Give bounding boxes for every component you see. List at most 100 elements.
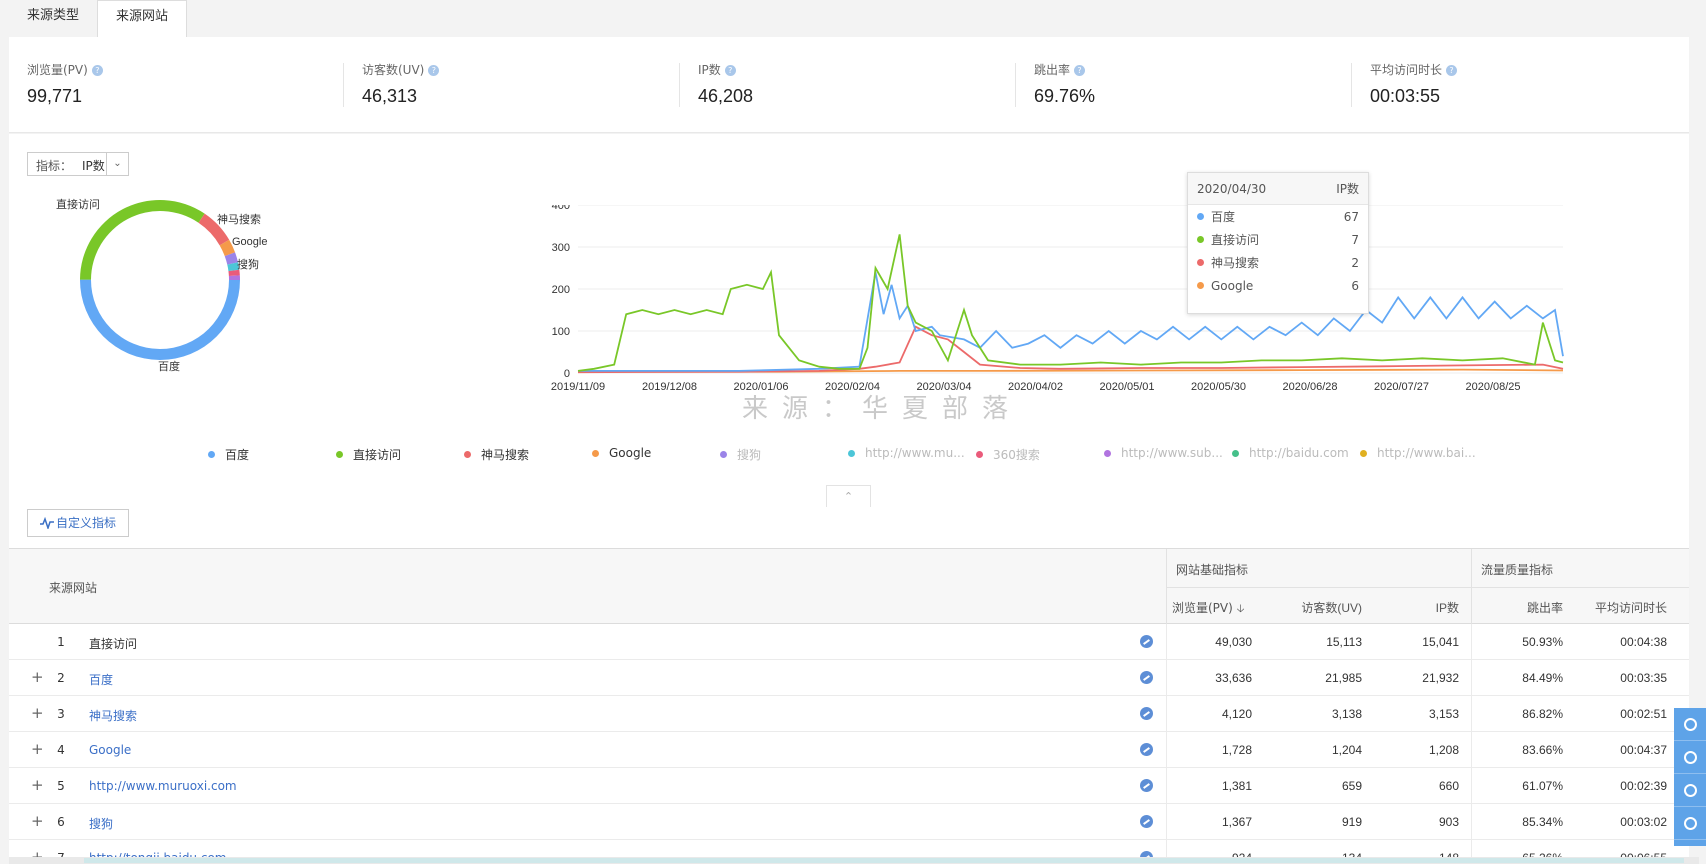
trend-icon[interactable] — [1140, 635, 1153, 648]
legend-item[interactable]: http://www.sub... — [1104, 446, 1223, 460]
row-index: 6 — [57, 815, 65, 829]
source-name[interactable]: 神马搜索 — [89, 709, 138, 723]
y-tick-label: 0 — [564, 368, 570, 380]
col-duration[interactable]: 平均访问时长 — [1594, 601, 1667, 615]
legend-item[interactable]: 搜狗 — [720, 446, 761, 463]
cell-uv: 21,985 — [1325, 671, 1362, 685]
pie-label: 神马搜索 — [217, 212, 261, 226]
legend-item[interactable]: http://www.mu... — [848, 446, 965, 460]
table-row[interactable]: +5 http://www.muruoxi.com 1,381 659 660 61.07… — [9, 768, 1689, 804]
divider — [1166, 696, 1167, 732]
source-name[interactable]: http://www.muruoxi.com — [89, 779, 237, 793]
cell-duration: 00:04:38 — [1620, 635, 1667, 649]
kpi-label: 跳出率 — [1034, 63, 1071, 77]
x-tick-label: 2020/06/28 — [1282, 381, 1337, 393]
expand-icon[interactable]: + — [31, 704, 44, 722]
table-row[interactable]: +4 Google 1,728 1,204 1,208 83.66% 00:04:37 — [9, 732, 1689, 768]
kpi-value: 99,771 — [27, 86, 83, 106]
row-index: 1 — [57, 635, 65, 649]
source-name[interactable]: 搜狗 — [89, 817, 114, 831]
pie-label: 百度 — [158, 359, 180, 373]
trend-icon[interactable] — [1140, 707, 1153, 720]
x-tick-label: 2020/04/02 — [1008, 381, 1063, 393]
cell-bounce: 61.07% — [1522, 779, 1563, 793]
divider — [1471, 804, 1472, 840]
horizontal-scrollbar[interactable] — [9, 857, 1699, 864]
cell-duration: 00:02:39 — [1620, 779, 1667, 793]
expand-icon[interactable]: + — [31, 776, 44, 794]
legend-item[interactable]: http://www.bai... — [1360, 446, 1476, 460]
legend-item[interactable]: 直接访问 — [336, 446, 401, 463]
cell-pv: 4,120 — [1221, 707, 1252, 721]
cell-ip: 903 — [1438, 815, 1459, 829]
kpi-value: 46,313 — [362, 86, 418, 106]
col-pv[interactable]: 浏览量(PV) 🡣 — [1172, 599, 1245, 619]
tab-source-type[interactable]: 来源类型 — [27, 8, 80, 23]
expand-icon[interactable]: + — [31, 812, 44, 830]
tab-source-site[interactable]: 来源网站 — [97, 0, 188, 37]
button-label: 自定义指标 — [56, 516, 117, 530]
cell-duration: 00:03:02 — [1620, 815, 1667, 829]
trend-icon[interactable] — [1140, 671, 1153, 684]
legend-item[interactable]: http://baidu.com — [1232, 446, 1349, 460]
kpi-uv: 访客数(UV)? 46,313 — [362, 61, 440, 111]
col-uv[interactable]: 访客数(UV) — [1301, 601, 1362, 615]
tooltip-row: 神马搜索 2 — [1188, 251, 1368, 274]
table-row[interactable]: +3 神马搜索 4,120 3,138 3,153 86.82% 00:02:51 — [9, 696, 1689, 732]
help-icon[interactable]: ? — [724, 65, 736, 76]
scrollbar-thumb[interactable] — [84, 858, 1684, 863]
legend-item[interactable]: 360搜索 — [976, 446, 1040, 463]
x-tick-label: 2020/03/04 — [916, 381, 971, 393]
trend-icon[interactable] — [1140, 779, 1153, 792]
pie-label: 搜狗 — [237, 257, 259, 271]
pie-slice[interactable] — [80, 200, 205, 280]
pie-slice[interactable] — [228, 269, 240, 277]
table-row[interactable]: +6 搜狗 1,367 919 903 85.34% 00:03:02 — [9, 804, 1689, 840]
series-line — [577, 325, 1564, 374]
cell-uv: 919 — [1341, 815, 1362, 829]
legend-label: http://www.sub... — [1121, 446, 1223, 460]
pie-slice[interactable] — [228, 275, 240, 280]
pie-slice[interactable] — [224, 252, 239, 265]
collapse-chart-button[interactable]: ⌃ — [826, 485, 871, 507]
trend-icon[interactable] — [1140, 743, 1153, 756]
tooltip-value: 6 — [1351, 278, 1359, 293]
metric-selector[interactable]: 指标： IP数 ⌄ — [27, 152, 129, 176]
help-icon[interactable]: ? — [428, 65, 440, 76]
x-tick-label: 2020/05/01 — [1099, 381, 1154, 393]
legend-item[interactable]: 神马搜索 — [464, 446, 529, 463]
expand-icon[interactable]: + — [31, 668, 44, 686]
feedback-icon[interactable] — [1674, 741, 1706, 774]
col-bounce[interactable]: 跳出率 — [1526, 601, 1563, 615]
col-ip[interactable]: IP数 — [1435, 601, 1459, 615]
cell-uv: 659 — [1341, 779, 1362, 793]
legend-dot — [1360, 449, 1367, 457]
trend-icon[interactable] — [1140, 815, 1153, 828]
cell-ip: 3,153 — [1428, 707, 1459, 721]
legend-item[interactable]: 百度 — [208, 446, 249, 463]
pie-slice[interactable] — [198, 213, 230, 246]
source-name[interactable]: Google — [89, 743, 132, 757]
cell-pv: 33,636 — [1215, 671, 1252, 685]
help-icon[interactable]: ? — [91, 65, 103, 76]
help-icon[interactable]: ? — [1074, 65, 1086, 76]
chevron-down-icon[interactable]: ⌄ — [106, 153, 128, 175]
pie-slice[interactable] — [79, 279, 240, 361]
help-icon[interactable]: ? — [1446, 65, 1458, 76]
help-icon[interactable] — [1674, 708, 1706, 741]
table-row[interactable]: +2 百度 33,636 21,985 21,932 84.49% 00:03:35 — [9, 660, 1689, 696]
cell-duration: 00:04:37 — [1620, 743, 1667, 757]
legend-item[interactable]: Google — [592, 446, 651, 460]
pie-slice[interactable] — [219, 239, 236, 257]
pie-slice[interactable] — [227, 262, 240, 272]
divider — [1471, 696, 1472, 732]
wechat-icon[interactable] — [1674, 774, 1706, 807]
table-row[interactable]: 1 直接访问 49,030 15,113 15,041 50.93% 00:04:38 — [9, 624, 1689, 660]
row-index: 5 — [57, 779, 65, 793]
custom-metrics-button[interactable]: 自定义指标 — [27, 509, 129, 537]
legend-label: 直接访问 — [353, 448, 402, 462]
expand-icon[interactable]: + — [31, 740, 44, 758]
source-name[interactable]: 百度 — [89, 673, 114, 687]
kpi-ip: IP数? 46,208 — [698, 61, 753, 111]
back-to-top-icon[interactable] — [1674, 807, 1706, 840]
